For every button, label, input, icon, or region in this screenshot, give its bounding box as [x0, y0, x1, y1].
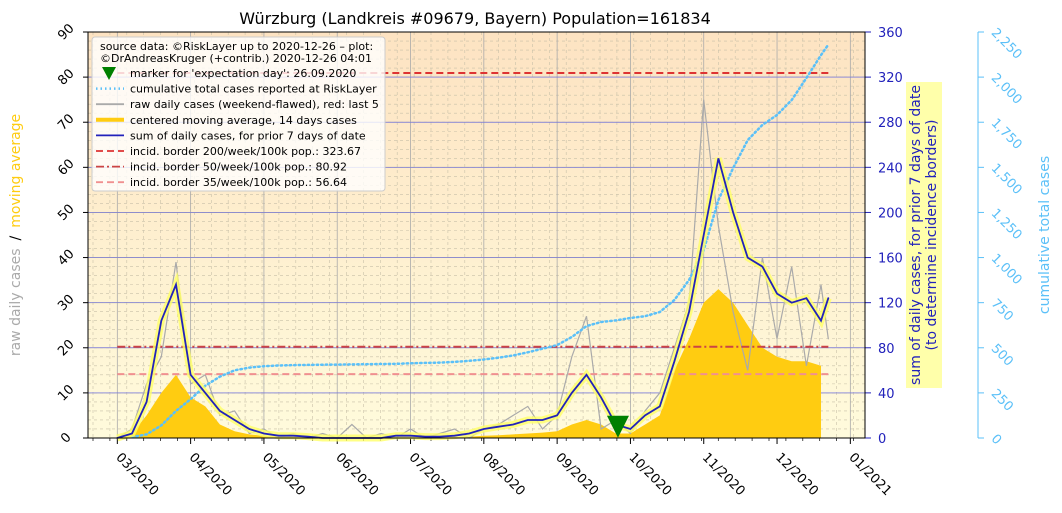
legend-label: centered moving average, 14 days cases: [130, 114, 357, 127]
y-tick-label: 20: [55, 337, 77, 359]
legend: source data: ©RiskLayer up to 2020-12-26…: [91, 36, 386, 192]
y-axis-label-part: moving average: [8, 114, 24, 228]
y2-tick-label: 40: [878, 387, 895, 402]
y-tick-label: 60: [55, 157, 77, 179]
y-tick-label: 0: [58, 430, 74, 446]
legend-label: incid. border 35/week/100k pop.: 56.64: [130, 176, 347, 189]
legend-handle: [102, 67, 116, 80]
y-axis-label-part: raw daily cases: [8, 248, 24, 356]
legend-label: incid. border 50/week/100k pop.: 80.92: [130, 161, 347, 174]
x-tick-label: 06/2020: [332, 450, 381, 499]
x-tick-label: 01/2021: [846, 450, 895, 499]
y2-axis-label: sum of daily cases, for prior 7 days of …: [908, 85, 924, 385]
y2-tick-label: 120: [878, 297, 903, 312]
y3-tick-label: 1,000: [988, 251, 1025, 288]
legend-label: cumulative total cases reported at RiskL…: [130, 83, 377, 96]
y3-tick-label: 0: [988, 432, 1004, 448]
y-tick-label: 70: [55, 111, 77, 133]
x-tick-label: 08/2020: [479, 450, 528, 499]
y-tick-label: 90: [55, 21, 77, 43]
y2-label-box: [906, 82, 942, 388]
y-tick-label: 40: [55, 247, 77, 269]
y2-tick-label: 160: [878, 252, 903, 267]
y2-tick-label: 240: [878, 161, 903, 176]
y3-tick-label: 2,250: [988, 26, 1025, 63]
chart-title: Würzburg (Landkreis #09679, Bayern) Popu…: [239, 9, 711, 28]
legend-note: source data: ©RiskLayer up to 2020-12-26…: [100, 40, 373, 53]
x-tick-label: 12/2020: [772, 450, 821, 499]
x-tick-label: 09/2020: [552, 450, 601, 499]
x-tick-label: 03/2020: [112, 450, 161, 499]
y2-tick-label: 360: [878, 26, 903, 41]
y2-tick-label: 0: [878, 432, 886, 447]
plot-frame: [87, 31, 866, 439]
y-axis-label: raw daily cases / moving average: [8, 114, 24, 356]
legend-label: marker for 'expectation day': 26.09.2020: [130, 67, 356, 80]
x-tick-label: 10/2020: [626, 450, 675, 499]
y2-tick-label: 80: [878, 342, 895, 357]
y-tick-label: 80: [55, 66, 77, 88]
y3-tick-label: 250: [988, 387, 1016, 415]
y3-tick-label: 1,500: [988, 161, 1025, 198]
legend-label: incid. border 200/week/100k pop.: 323.67: [130, 145, 361, 158]
y3-tick-label: 750: [988, 296, 1016, 324]
x-tick-label: 07/2020: [406, 450, 455, 499]
y-tick-label: 50: [55, 202, 77, 224]
y2-tick-label: 200: [878, 206, 903, 221]
expectation-marker: [606, 415, 629, 438]
y3-axis-label: cumulative total cases: [1037, 156, 1053, 314]
legend-box: [91, 36, 386, 192]
y3-tick-label: 1,250: [988, 206, 1025, 243]
y2-tick-label: 280: [878, 116, 903, 131]
series-line: [130, 43, 830, 439]
y3-tick-label: 1,750: [988, 116, 1025, 153]
y-tick-label: 30: [55, 292, 77, 314]
legend-note: ©DrAndreasKruger (+contrib.) 2020-12-26 …: [100, 52, 372, 65]
y2-tick-label: 320: [878, 71, 903, 86]
y-tick-label: 10: [55, 382, 77, 404]
y3-tick-label: 500: [988, 341, 1016, 369]
x-tick-label: 11/2020: [699, 450, 748, 499]
y2-axis-label: (to determine incidence borders): [924, 120, 940, 351]
series-line: [116, 158, 830, 439]
y-axis-label-part: /: [8, 235, 24, 240]
x-tick-label: 05/2020: [259, 450, 308, 499]
moving-average-area: [117, 289, 822, 438]
legend-label: sum of daily cases, for prior 7 days of …: [130, 129, 366, 142]
x-tick-label: 04/2020: [186, 450, 235, 499]
y3-tick-label: 2,000: [988, 71, 1025, 108]
legend-label: raw daily cases (weekend-flawed), red: l…: [130, 98, 379, 111]
